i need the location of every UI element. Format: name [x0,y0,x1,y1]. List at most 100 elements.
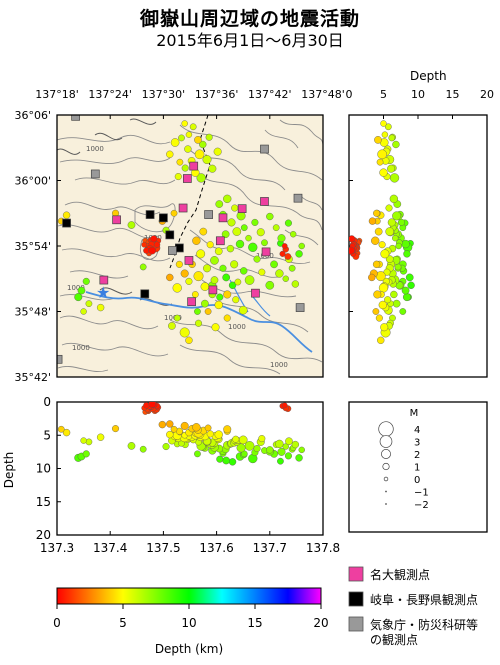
depth-event [385,204,393,212]
map-event [210,256,219,265]
map-event [170,138,180,147]
depth-event [390,290,398,299]
map-event [96,303,105,312]
section-frame [56,401,324,536]
section-ytick-label: 15 [36,495,51,509]
section-event [148,402,157,408]
map-event [166,150,174,158]
magnitude-legend-label: 4 [414,425,420,436]
section-event [285,437,293,446]
map-event [208,164,217,173]
depth-axis-label: Depth [410,69,447,83]
magnitude-legend-circle [383,476,389,482]
section-event [166,420,174,428]
map-event [199,140,207,149]
section-event [214,430,223,439]
map-event [77,286,86,295]
map-event [221,230,230,239]
map-event [206,241,214,249]
depth-event [368,273,376,282]
section-event [170,425,178,433]
map-event [261,239,268,247]
station-jma-nied [168,246,177,255]
lat-tick-label: 35°54' [14,240,51,253]
depth-event [378,241,386,249]
depth-event [395,242,402,250]
depth-event [380,249,390,259]
depth-event [392,234,399,242]
section-xtick-label: 137.4 [93,541,127,555]
station-nagoya [187,297,196,307]
station-nagoya [182,174,192,183]
section-xtick-label: 137.6 [199,541,233,555]
depth-event [381,131,389,138]
section-event [223,425,232,434]
map-event [82,277,90,285]
map-event [216,293,224,301]
map-event [191,291,199,298]
map-stations [57,115,305,364]
chart-subtitle: 2015年6月1日～6月30日 [156,31,344,50]
map-event [258,268,266,276]
magnitude-legend-title: M [410,408,419,419]
depth-event [389,173,400,183]
map-event [234,278,242,286]
section-event [284,452,292,460]
map-event [232,227,242,236]
map-event [153,241,161,248]
depth-event [349,246,355,255]
magnitude-legend-circle [382,462,390,471]
magnitude-legend-circle [378,421,394,437]
station-nagoya [184,256,194,265]
depth-event [374,136,382,144]
section-xtick-label: 137.7 [253,541,287,555]
section-event [244,441,255,451]
magnitude-legend-circle [379,435,393,448]
map-event [240,224,248,232]
section-event [216,455,224,463]
map-event [284,219,292,227]
depth-event [377,149,387,160]
section-xtick-label: 137.3 [40,541,74,555]
section-event [206,430,214,438]
lat-tick-label: 36°00' [14,175,51,188]
map-event [251,218,259,226]
depth-event [399,308,407,315]
depth-event [388,134,396,142]
depth-tick-label: 0 [346,88,353,101]
map-event [180,269,189,278]
lon-tick-label: 137°42' [248,88,292,101]
map-event [222,273,231,282]
section-event [222,456,231,465]
map-event [210,276,219,284]
map-event [228,281,237,289]
map-event [270,260,278,269]
map-event [168,322,176,330]
colorbar-label: Depth (km) [155,642,223,656]
map-event [215,200,224,208]
lat-tick-label: 35°48' [14,306,51,319]
chart-title: 御嶽山周辺域の地震活動 [139,8,360,30]
map-event [189,123,197,131]
map-events [57,120,305,344]
depth-event [401,286,410,295]
map-event [194,308,201,315]
section-event [166,430,174,439]
depth-event [384,123,392,131]
lon-tick-label: 137°18' [35,88,79,101]
depth-colorbar: 0 5 10 15 20 Depth (km) [53,587,329,656]
cross-section-panel: Depth 0 5 10 15 20 137.3 137.4 137.5 137.6 137.7… [2,395,340,555]
map-event [201,299,209,308]
section-yticks: 0 5 10 15 20 [36,395,61,542]
section-event [192,423,201,432]
station-jma-nied [295,303,305,312]
map-event [148,246,157,255]
station-jma-nied [57,354,63,364]
map-event [281,243,288,249]
section-event [96,433,105,441]
map-event [199,227,208,236]
station-nagoya [237,204,247,214]
station-nagoya [218,213,228,223]
depth-event [374,227,383,236]
